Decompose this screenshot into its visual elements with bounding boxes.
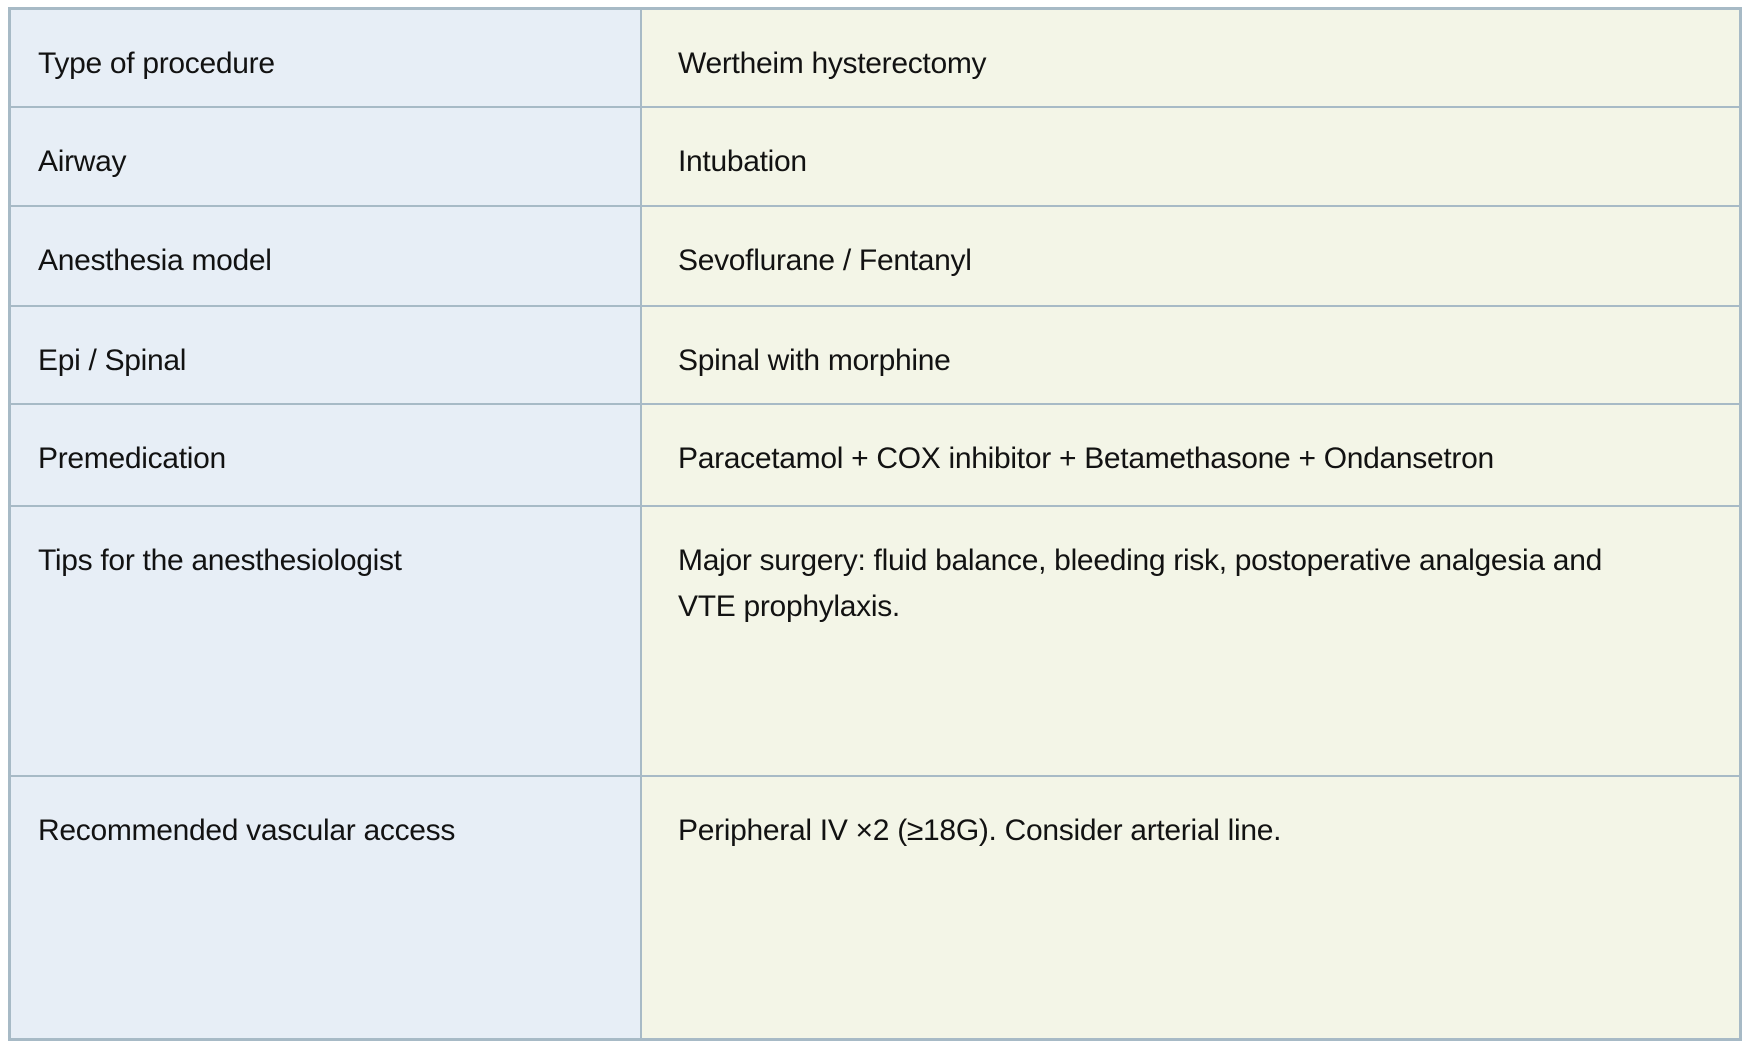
value-text: Intubation: [678, 145, 807, 178]
row-label-tips-for-anesthesiologist: Tips for the anesthesiologist: [11, 507, 640, 775]
value-text: Peripheral IV ×2 (≥18G). Consider arteri…: [678, 814, 1282, 847]
value-text: Sevoflurane / Fentanyl: [678, 244, 972, 277]
value-text: Spinal with morphine: [678, 344, 951, 377]
value-text: Major surgery: fluid balance, bleeding r…: [678, 544, 1602, 623]
row-label-recommended-vascular-access: Recommended vascular access: [11, 777, 640, 1038]
row-value-type-of-procedure: Wertheim hysterectomy: [642, 10, 1739, 106]
row-value-tips-for-anesthesiologist: Major surgery: fluid balance, bleeding r…: [642, 507, 1739, 775]
anesthesia-info-table: Type of procedure Wertheim hysterectomy …: [8, 7, 1742, 1041]
row-label-airway: Airway: [11, 108, 640, 205]
row-label-anesthesia-model: Anesthesia model: [11, 207, 640, 305]
value-text: Wertheim hysterectomy: [678, 47, 987, 80]
row-label-premedication: Premedication: [11, 405, 640, 505]
row-value-anesthesia-model: Sevoflurane / Fentanyl: [642, 207, 1739, 305]
value-text: Paracetamol + COX inhibitor + Betamethas…: [678, 442, 1494, 475]
row-value-recommended-vascular-access: Peripheral IV ×2 (≥18G). Consider arteri…: [642, 777, 1739, 1038]
row-value-airway: Intubation: [642, 108, 1739, 205]
row-label-type-of-procedure: Type of procedure: [11, 10, 640, 106]
row-value-epi-spinal: Spinal with morphine: [642, 307, 1739, 403]
row-value-premedication: Paracetamol + COX inhibitor + Betamethas…: [642, 405, 1739, 505]
row-label-epi-spinal: Epi / Spinal: [11, 307, 640, 403]
